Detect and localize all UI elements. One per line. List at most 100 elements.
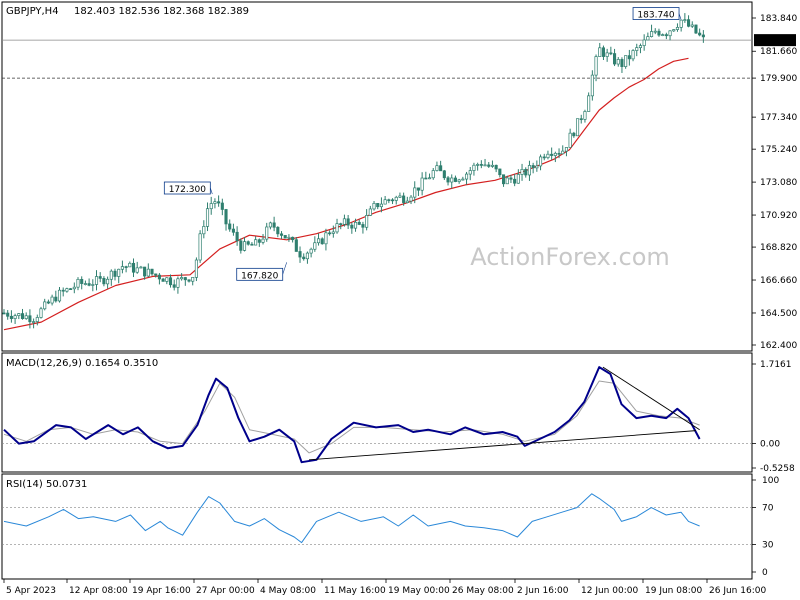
candle-body bbox=[72, 286, 76, 290]
time-axis-label: 26 Jun 16:00 bbox=[709, 586, 766, 596]
candle-body bbox=[339, 223, 343, 226]
candle-body bbox=[150, 268, 154, 275]
time-axis-label: 4 May 08:00 bbox=[260, 586, 316, 596]
candle-body bbox=[483, 164, 487, 167]
candle-body bbox=[302, 256, 306, 260]
time-axis-label: 12 Jun 00:00 bbox=[581, 586, 638, 596]
candle-body bbox=[572, 132, 576, 137]
candle-body bbox=[276, 226, 280, 235]
current-price-value: 182.389 bbox=[759, 36, 796, 46]
candle-body bbox=[2, 312, 6, 315]
candle-body bbox=[17, 313, 21, 316]
candle-body bbox=[102, 278, 106, 285]
candle-body bbox=[139, 266, 143, 269]
candle-body bbox=[13, 315, 17, 319]
candle-body bbox=[675, 27, 680, 30]
candle-body bbox=[535, 165, 539, 169]
candle-body bbox=[446, 177, 450, 183]
candle-body bbox=[165, 277, 169, 282]
candle-body bbox=[498, 168, 502, 176]
candle-body bbox=[435, 165, 439, 171]
candle-body bbox=[642, 39, 646, 46]
candle-body bbox=[457, 179, 461, 182]
candle-body bbox=[361, 224, 365, 228]
price-axis-label: 181.660 bbox=[760, 47, 797, 57]
candle-body bbox=[6, 312, 10, 317]
price-annotation-label: 183.740 bbox=[637, 11, 674, 21]
candle-body bbox=[487, 164, 491, 167]
candle-body bbox=[316, 238, 321, 244]
candle-body bbox=[305, 252, 309, 260]
candle-body bbox=[198, 233, 202, 261]
candle-body bbox=[61, 289, 65, 292]
candle-body bbox=[32, 321, 36, 323]
candle-body bbox=[342, 218, 346, 225]
candle-body bbox=[328, 232, 332, 235]
candle-body bbox=[561, 150, 565, 155]
candle-body bbox=[646, 36, 650, 41]
candle-body bbox=[668, 30, 672, 37]
macd-trendline bbox=[602, 366, 700, 431]
candle-body bbox=[620, 59, 624, 67]
candle-body bbox=[424, 177, 428, 180]
candle-body bbox=[106, 278, 110, 285]
candle-body bbox=[587, 95, 591, 112]
candle-body bbox=[402, 195, 406, 203]
candle-body bbox=[94, 276, 99, 285]
candle-body bbox=[124, 266, 128, 268]
candle-body bbox=[217, 201, 221, 204]
candle-body bbox=[87, 283, 91, 286]
candle-body bbox=[598, 47, 602, 57]
candle-body bbox=[228, 223, 232, 230]
candle-body bbox=[235, 231, 239, 242]
candle-body bbox=[679, 19, 683, 28]
candle-body bbox=[331, 231, 335, 234]
candle-body bbox=[20, 313, 25, 319]
candle-body bbox=[46, 301, 50, 304]
candle-body bbox=[209, 203, 213, 210]
candle-body bbox=[416, 187, 420, 191]
candle-body bbox=[287, 236, 291, 239]
macd-trendline bbox=[309, 430, 696, 461]
time-axis-label: 5 Apr 2023 bbox=[6, 586, 56, 596]
time-axis-label: 27 Apr 00:00 bbox=[196, 586, 255, 596]
candle-body bbox=[546, 153, 550, 159]
candle-body bbox=[250, 243, 254, 246]
candle-body bbox=[76, 278, 80, 288]
candle-body bbox=[687, 19, 691, 27]
candle-body bbox=[405, 200, 409, 203]
candle-body bbox=[431, 170, 435, 179]
rsi-label: RSI(14) 50.0731 bbox=[6, 479, 87, 490]
candle-body bbox=[575, 118, 580, 137]
candle-body bbox=[490, 164, 494, 167]
candle-body bbox=[442, 170, 446, 179]
candle-body bbox=[183, 277, 187, 281]
candle-body bbox=[161, 278, 165, 282]
candle-body bbox=[390, 199, 395, 202]
candle-body bbox=[516, 174, 520, 184]
time-axis-label: 19 Jun 08:00 bbox=[645, 586, 702, 596]
candle-body bbox=[220, 202, 224, 210]
price-panel: ActionForex.com 172.300 167.820 183.740 GB… bbox=[1, 1, 797, 352]
candle-body bbox=[109, 270, 113, 280]
candle-body bbox=[450, 177, 454, 183]
candle-body bbox=[683, 19, 687, 21]
candle-body bbox=[291, 236, 295, 241]
candle-body bbox=[24, 315, 28, 319]
price-annotation-leader bbox=[282, 262, 288, 275]
candle-body bbox=[320, 238, 324, 245]
candle-body bbox=[213, 201, 217, 204]
macd-line bbox=[3, 366, 701, 464]
candle-body bbox=[464, 173, 469, 180]
candle-body bbox=[83, 283, 87, 285]
candle-body bbox=[43, 301, 47, 310]
candle-body bbox=[550, 153, 554, 156]
rsi-line bbox=[3, 493, 700, 544]
candle-body bbox=[661, 34, 665, 36]
candle-body bbox=[231, 228, 235, 233]
candle-body bbox=[583, 111, 587, 120]
candle-body bbox=[353, 221, 358, 229]
time-axis-label: 19 May 00:00 bbox=[388, 586, 450, 596]
candle-body bbox=[376, 203, 380, 208]
